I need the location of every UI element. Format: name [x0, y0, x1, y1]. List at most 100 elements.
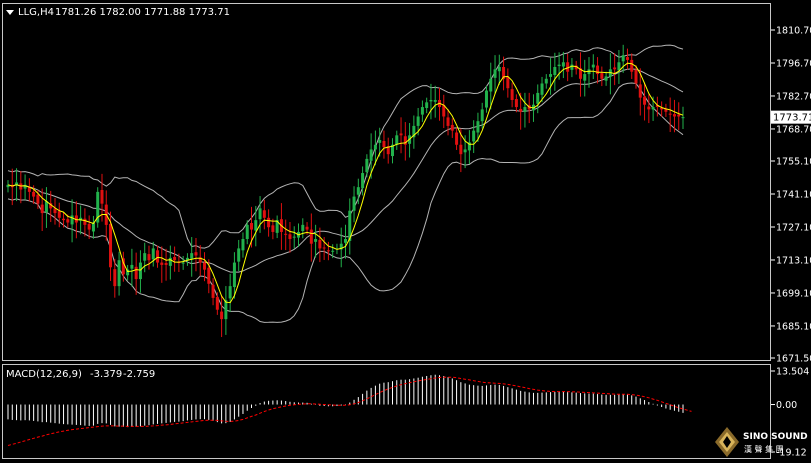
candle-body	[570, 64, 574, 70]
candle-body	[309, 229, 313, 244]
candle-body	[275, 220, 279, 233]
candle-body	[664, 108, 668, 112]
ma-line	[7, 62, 684, 304]
candle-body	[429, 99, 433, 102]
collapse-arrow-icon[interactable]	[6, 10, 14, 15]
logo-mark-icon	[715, 427, 739, 457]
candle-body	[638, 84, 642, 98]
candle-body	[651, 107, 655, 110]
candle-body	[361, 173, 365, 189]
candle-body	[459, 144, 463, 155]
price-tick-label: 1713.10	[776, 255, 811, 266]
candle-body	[476, 121, 480, 133]
candle-body	[211, 284, 215, 298]
candle-body	[493, 69, 497, 78]
candle-body	[510, 89, 514, 100]
candle-body	[326, 250, 330, 252]
candle-body	[53, 208, 57, 214]
candle-body	[536, 92, 540, 104]
candle-body	[138, 262, 142, 280]
candle-body	[672, 114, 676, 117]
candle-body	[262, 210, 266, 218]
candle-body	[267, 217, 271, 228]
candle-body	[442, 105, 446, 117]
candle-body	[57, 211, 61, 218]
candle-body	[621, 55, 625, 62]
candle-body	[433, 99, 437, 102]
macd-histogram	[7, 374, 684, 428]
candle-body	[591, 64, 595, 68]
candle-body	[395, 135, 399, 145]
price-tick-label: 1768.70	[776, 124, 811, 135]
candle-body	[36, 194, 40, 204]
candle-body	[284, 233, 288, 235]
candle-body	[100, 189, 104, 204]
candle-body	[647, 106, 651, 110]
price-tick-label: 1699.10	[776, 288, 811, 299]
candle-body	[625, 57, 629, 60]
candle-body	[143, 253, 147, 261]
candle-body	[399, 133, 403, 136]
price-tick-label: 1755.10	[776, 157, 811, 168]
candle-body	[339, 243, 343, 250]
candle-body	[668, 113, 672, 115]
candle-body	[190, 253, 194, 259]
signal-value: -2.759	[123, 369, 155, 380]
candle-body	[514, 99, 518, 108]
candle-body	[497, 66, 501, 72]
candle-body	[681, 117, 685, 119]
candle-body	[62, 218, 66, 221]
candle-body	[74, 215, 78, 223]
candle-body	[549, 74, 553, 77]
price-tick-label: 1741.10	[776, 190, 811, 201]
candle-body	[373, 144, 377, 150]
macd-axis: 13.504 0.00 -19.12	[771, 367, 809, 459]
candle-body	[168, 257, 172, 266]
candle-body	[643, 96, 647, 105]
price-tick-label: 1727.10	[776, 222, 811, 233]
candle-body	[258, 208, 262, 220]
candle-body	[416, 116, 420, 126]
candle-body	[156, 250, 160, 263]
candle-body	[121, 258, 125, 275]
candle-body	[70, 215, 74, 225]
ohlc-label: 1781.26 1782.00 1771.88 1773.71	[55, 7, 230, 18]
candle-body	[634, 69, 638, 84]
candle-body	[677, 114, 681, 117]
candle-body	[467, 142, 471, 151]
candle-body	[237, 248, 241, 262]
price-axis: 1810.70 1796.70 1782.70 1768.70 1755.10 1741.…	[771, 26, 811, 365]
candle-body	[27, 186, 31, 192]
candle-body	[557, 64, 561, 67]
candle-body	[566, 62, 570, 72]
candle-body	[660, 107, 664, 110]
candle-body	[484, 90, 488, 108]
candle-body	[160, 262, 164, 265]
candle-body	[147, 254, 151, 261]
candle-body	[386, 146, 390, 155]
candle-body	[271, 225, 275, 232]
candle-body	[207, 267, 211, 284]
candle-body	[403, 136, 407, 145]
candle-body	[245, 224, 249, 240]
candle-body	[463, 149, 467, 153]
candle-body	[352, 196, 356, 211]
candle-body	[113, 269, 117, 287]
price-header: LLG,H4 1781.26 1782.00 1771.88 1773.71	[6, 7, 230, 18]
candle-body	[382, 140, 386, 148]
candle-body	[369, 149, 373, 161]
candle-body	[613, 67, 617, 70]
macd-title: MACD(12,26,9)	[6, 369, 82, 380]
candle-body	[322, 247, 326, 249]
macd-tick-label: 13.504	[776, 367, 809, 378]
candle-body	[228, 286, 232, 299]
candle-body	[446, 117, 450, 126]
candle-body	[301, 224, 305, 231]
current-price-label: 1773.71	[773, 113, 811, 124]
candle-body	[519, 108, 523, 112]
candle-body	[617, 62, 621, 71]
candle-body	[49, 203, 53, 209]
price-tick-label: 1782.70	[776, 91, 811, 102]
candle-body	[241, 239, 245, 251]
